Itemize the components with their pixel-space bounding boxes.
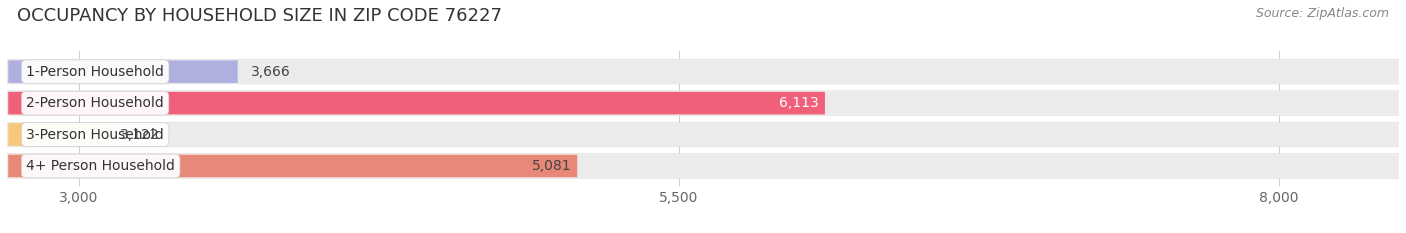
FancyBboxPatch shape (8, 123, 107, 146)
FancyBboxPatch shape (8, 60, 1398, 83)
FancyBboxPatch shape (8, 155, 1398, 177)
Text: 6,113: 6,113 (779, 96, 818, 110)
Text: 5,081: 5,081 (531, 159, 571, 173)
Text: 2-Person Household: 2-Person Household (27, 96, 165, 110)
FancyBboxPatch shape (8, 92, 825, 114)
Text: OCCUPANCY BY HOUSEHOLD SIZE IN ZIP CODE 76227: OCCUPANCY BY HOUSEHOLD SIZE IN ZIP CODE … (17, 7, 502, 25)
FancyBboxPatch shape (8, 92, 1398, 114)
Text: 1-Person Household: 1-Person Household (27, 65, 165, 79)
FancyBboxPatch shape (7, 91, 1399, 115)
Text: Source: ZipAtlas.com: Source: ZipAtlas.com (1256, 7, 1389, 20)
FancyBboxPatch shape (7, 154, 1399, 178)
FancyBboxPatch shape (8, 123, 1398, 146)
FancyBboxPatch shape (7, 122, 1399, 147)
FancyBboxPatch shape (8, 60, 238, 83)
Text: 3,122: 3,122 (121, 127, 160, 141)
Text: 3,666: 3,666 (250, 65, 291, 79)
FancyBboxPatch shape (8, 155, 578, 177)
Text: 3-Person Household: 3-Person Household (27, 127, 165, 141)
Text: 4+ Person Household: 4+ Person Household (27, 159, 176, 173)
FancyBboxPatch shape (7, 59, 1399, 84)
